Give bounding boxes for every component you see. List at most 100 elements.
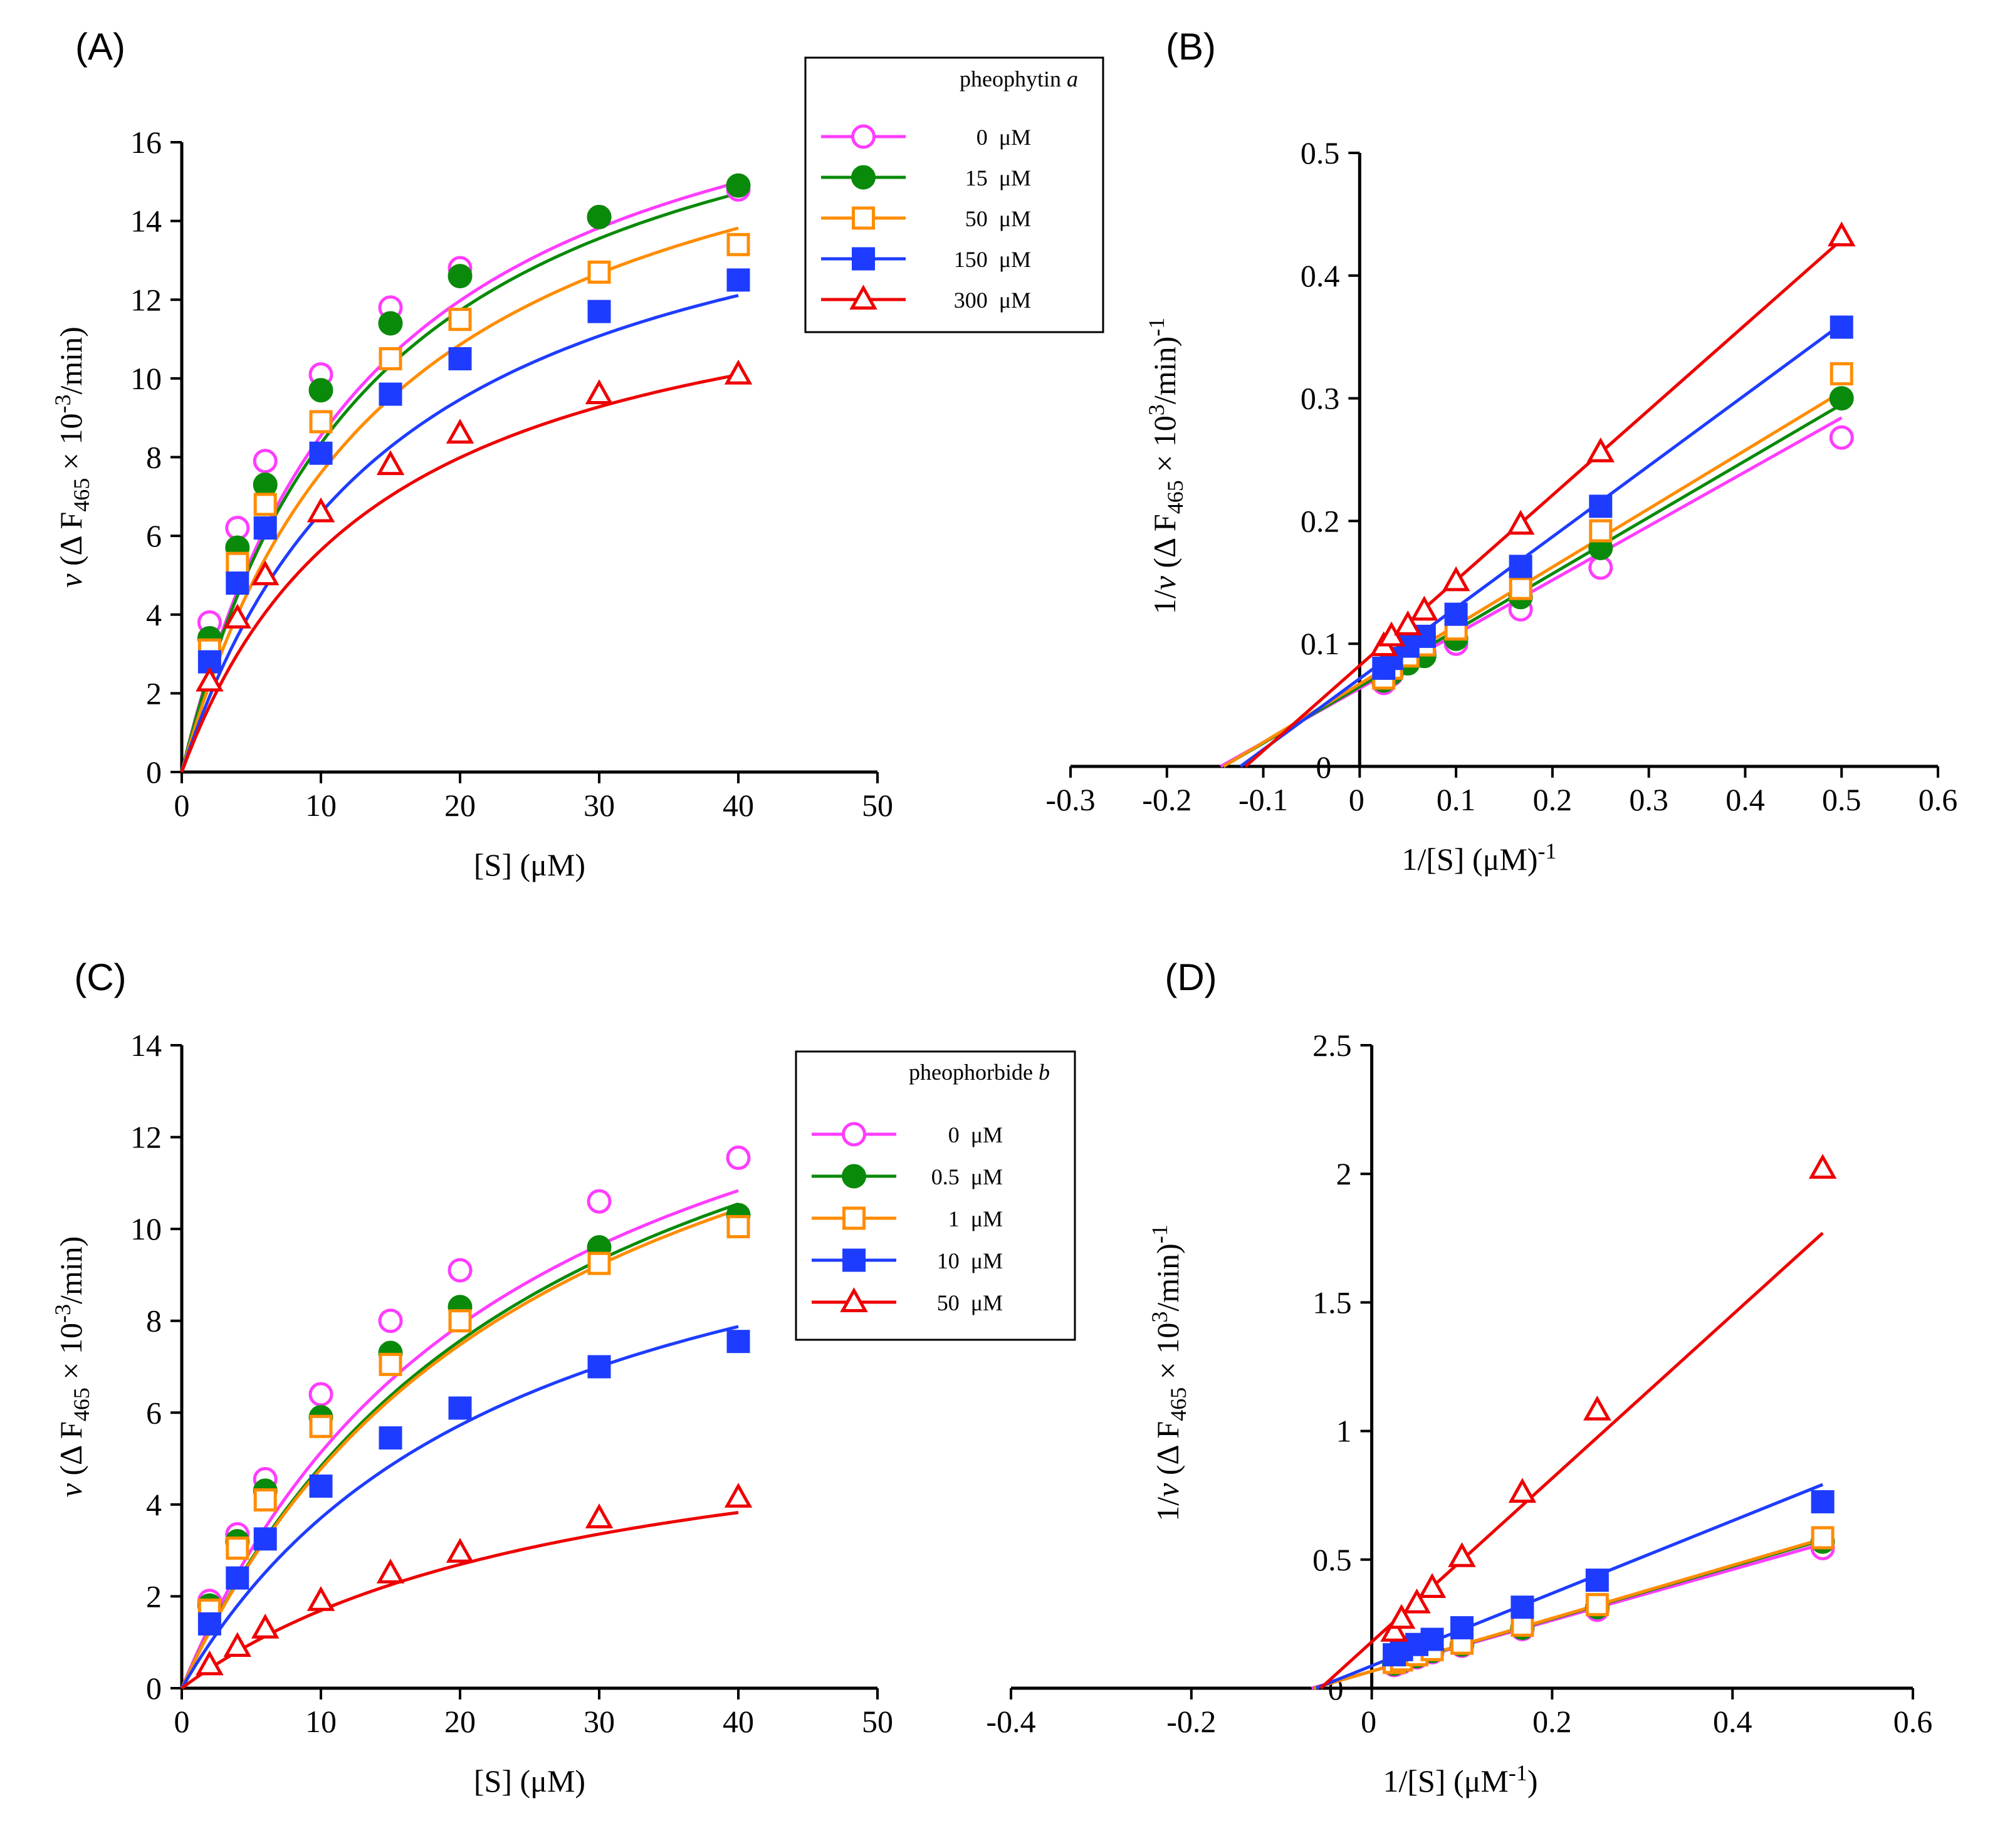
y-tick-label: 0.2 [1301,503,1340,538]
fit-line [180,1208,739,1689]
x-tick-label: 0.6 [1893,1704,1933,1739]
data-point [253,493,277,516]
data-point [226,551,249,575]
x-tick-label: -0.2 [1166,1704,1216,1739]
legend-title: pheophorbide b [909,1060,1050,1085]
x-axis-title: [S] (μM) [474,847,585,882]
y-tick-label: 0 [1316,749,1331,785]
data-point [309,1475,333,1498]
y-tick-label: 4 [146,1487,162,1522]
data-point [251,560,280,585]
data-point [1403,1588,1431,1614]
legend-marker [840,1287,868,1312]
data-point [1586,437,1615,462]
data-point [379,1426,402,1450]
data-point [1442,566,1470,592]
y-tick-label: 10 [130,361,162,396]
y-tick-label: 1.5 [1312,1285,1352,1320]
legend-label: 300 μM [954,288,1031,313]
panel-c: (C) 0 10 20 30 40 50 0 2 4 6 8 10 12 14 [S] (μM) v (Δ F4… [50,956,1076,1798]
legend-marker [849,285,877,310]
panel-letter: (B) [1166,26,1216,68]
data-point [308,378,333,403]
y-tick-label: 2 [1336,1156,1352,1191]
data-point [1811,1490,1835,1513]
data-point [196,666,224,692]
data-point [1508,1478,1537,1503]
data-point [1380,1617,1408,1642]
data-point [587,300,611,323]
data-point [223,1632,252,1657]
data-point [448,308,472,331]
panel-d: (D)-0.4 -0.2 0 0.2 0.4 0.600.511.522.51/[S] (… [986,956,1932,1798]
data-point [1387,1604,1416,1629]
data-point [378,1308,403,1334]
y-tick-label: 0.5 [1312,1542,1352,1577]
x-tick-label: 0.5 [1822,782,1861,817]
data-point [1827,221,1856,247]
data-point [251,1614,280,1639]
data-point [587,1189,612,1214]
x-tick-label: 0.2 [1533,782,1573,817]
x-axis-title: 1/[S] (μM)-1 [1401,838,1556,877]
data-point [446,419,474,444]
y-tick-label: 4 [146,597,162,632]
data-point [309,410,333,434]
x-tick-label: 0.1 [1437,782,1476,817]
x-tick-label: 40 [723,788,754,823]
y-tick-label: 8 [146,440,162,475]
data-point [726,1146,751,1171]
y-tick-label: 14 [130,1028,162,1063]
y-tick-label: 16 [130,125,162,160]
data-point [1589,494,1613,518]
data-point [587,1251,611,1275]
legend-box [795,1050,1076,1341]
data-point [1811,1526,1835,1550]
data-point [724,1483,753,1508]
data-point [197,1612,221,1636]
y-axis-title: v (Δ F465 × 10-3/min) [50,1236,94,1498]
y-tick-label: 14 [130,204,162,239]
data-point [309,441,333,465]
legend-marker [851,165,876,190]
x-tick-label: 0 [1349,782,1364,817]
data-point [223,603,252,629]
x-axis-title: [S] (μM) [474,1763,585,1798]
data-point [448,1396,472,1420]
legend-label: 0.5 μM [931,1164,1003,1189]
data-point [308,1382,333,1407]
x-tick-label: 0.6 [1919,782,1958,817]
data-point [253,472,278,497]
data-point [1583,1396,1611,1421]
y-tick-label: 0.5 [1301,135,1340,170]
data-point [376,450,405,476]
y-axis-title: v (Δ F465 × 10-3/min) [50,326,94,588]
data-point [1444,602,1468,626]
data-point [1450,1616,1474,1640]
data-point [1585,1593,1609,1617]
legend-marker [842,1248,866,1272]
fit-line [180,226,739,773]
legend-marker [852,206,875,230]
data-point [309,1414,333,1438]
data-point [1418,1573,1447,1598]
data-point [253,1488,277,1512]
y-tick-label: 0 [146,1671,162,1706]
data-point [1830,315,1853,339]
data-point [448,1309,472,1333]
fit-line [180,294,739,773]
x-tick-label: 10 [305,788,337,823]
y-tick-label: 8 [146,1303,162,1339]
panel-b: (B) -0.3 -0.2 -0.1 0 0.1 0.2 0.3 0.4 0.5 0.6 0 0.1 0.… [1045,26,1957,877]
data-point [253,449,278,474]
y-tick-label: 0.3 [1301,381,1340,416]
x-tick-label: 20 [444,1704,476,1739]
data-point [724,359,753,385]
data-point [1511,1595,1534,1619]
x-tick-label: 30 [584,1704,615,1739]
fit-line [1239,323,1843,768]
panel-letter: (A) [75,26,125,68]
x-tick-label: 0 [174,1704,190,1739]
x-tick-label: 50 [862,788,893,823]
x-tick-label: 0.4 [1725,782,1765,817]
